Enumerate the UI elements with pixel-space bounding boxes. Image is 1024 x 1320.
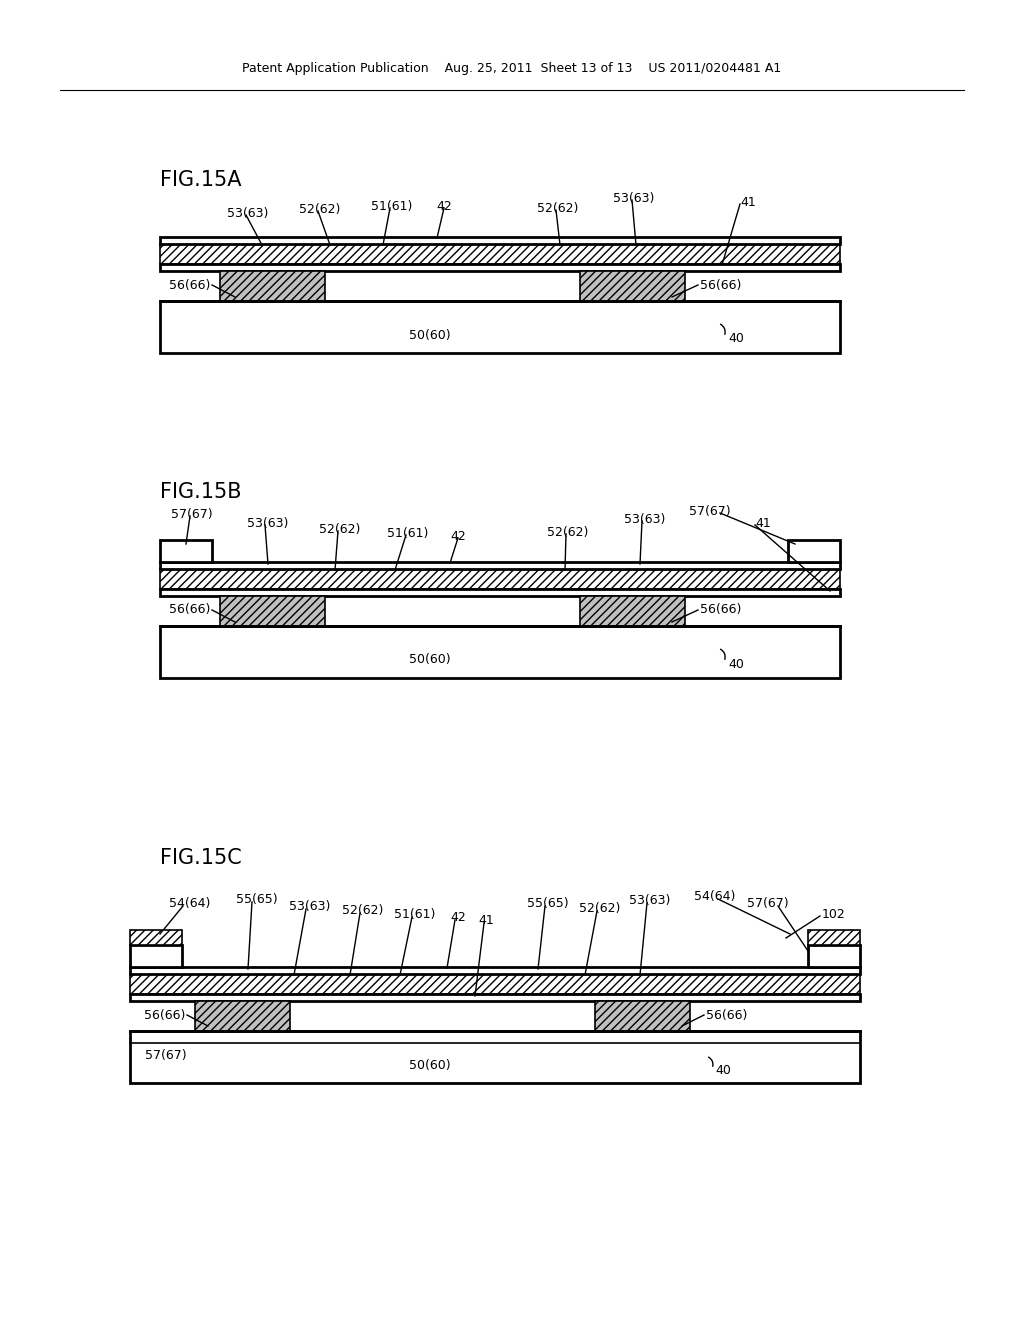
Text: 57(67): 57(67) [145,1049,186,1063]
Text: 52(62): 52(62) [319,523,360,536]
Bar [130,945,182,968]
Text: 57(67): 57(67) [748,898,788,909]
Text: 51(61): 51(61) [394,908,435,921]
Text: 50(60): 50(60) [410,1059,451,1072]
Text: 55(65): 55(65) [527,898,568,909]
Text: 53(63): 53(63) [248,517,289,531]
Bar [160,301,840,352]
Text: 56(66): 56(66) [700,279,741,292]
Bar [808,945,860,968]
Text: 41: 41 [740,195,756,209]
Text: 56(66): 56(66) [143,1008,185,1022]
Bar [160,589,840,597]
Text: FIG.15C: FIG.15C [160,847,242,869]
Bar [595,1001,690,1031]
Bar [160,626,840,678]
Bar [580,271,685,301]
Bar [160,238,840,244]
Bar [220,271,325,301]
Text: 40: 40 [715,1064,731,1077]
Text: 53(63): 53(63) [630,894,671,907]
Text: 51(61): 51(61) [372,201,413,213]
Text: 56(66): 56(66) [169,603,210,616]
Text: FIG.15A: FIG.15A [160,170,242,190]
Text: 50(60): 50(60) [410,329,451,342]
Text: 53(63): 53(63) [625,513,666,525]
Text: 40: 40 [728,333,743,346]
Text: Patent Application Publication    Aug. 25, 2011  Sheet 13 of 13    US 2011/02044: Patent Application Publication Aug. 25, … [243,62,781,75]
Text: 50(60): 50(60) [410,653,451,667]
Text: 52(62): 52(62) [538,202,579,215]
Bar [130,974,860,994]
Bar [160,562,840,569]
Text: 42: 42 [451,531,466,543]
Text: 56(66): 56(66) [169,279,210,292]
Text: 52(62): 52(62) [580,902,621,915]
Text: 52(62): 52(62) [342,904,384,917]
Bar [130,994,860,1001]
Text: 56(66): 56(66) [700,603,741,616]
Bar [580,597,685,626]
Text: 52(62): 52(62) [299,203,341,216]
Text: 57(67): 57(67) [171,508,213,521]
Bar [160,569,840,589]
Bar [160,540,212,562]
Text: 40: 40 [728,657,743,671]
Text: 41: 41 [478,913,494,927]
Bar [130,968,860,974]
Text: 54(64): 54(64) [694,890,735,903]
Text: 42: 42 [436,201,452,213]
Text: 57(67): 57(67) [689,506,731,517]
Bar [130,931,182,945]
Text: 53(63): 53(63) [290,900,331,913]
Bar [160,244,840,264]
Text: 51(61): 51(61) [387,527,429,540]
Text: FIG.15B: FIG.15B [160,482,242,502]
Bar [220,597,325,626]
Bar [808,931,860,945]
Text: 102: 102 [822,908,846,921]
Text: 55(65): 55(65) [237,894,278,906]
Text: 41: 41 [755,517,771,531]
Text: 52(62): 52(62) [547,525,589,539]
Bar [195,1001,290,1031]
Bar [788,540,840,562]
Text: 42: 42 [451,911,466,924]
Text: 56(66): 56(66) [706,1008,748,1022]
Bar [160,264,840,271]
Text: 53(63): 53(63) [613,191,654,205]
Bar [130,1031,860,1082]
Text: 54(64): 54(64) [169,898,211,909]
Text: 53(63): 53(63) [227,207,268,220]
